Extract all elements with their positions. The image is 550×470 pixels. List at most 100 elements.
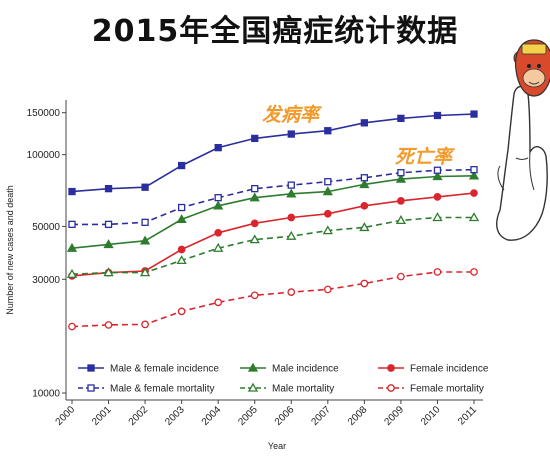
data-point: [176, 255, 187, 265]
data-point: [360, 174, 369, 182]
series-1: [66, 170, 480, 252]
page-title: 2015年全国癌症统计数据: [91, 14, 459, 49]
data-point: [359, 222, 370, 232]
legend-swatch-marker: [87, 364, 95, 372]
y-tick-label: 150000: [27, 108, 61, 119]
data-point: [177, 203, 186, 212]
data-point: [360, 201, 369, 210]
data-point: [470, 268, 478, 276]
data-point: [395, 215, 407, 225]
data-point: [141, 218, 149, 226]
data-point: [287, 213, 296, 222]
data-point: [66, 242, 78, 252]
x-tick-label: 2004: [200, 404, 224, 428]
data-point: [177, 307, 186, 316]
data-point: [359, 179, 370, 189]
y-tick-label: 30000: [32, 275, 60, 286]
data-point: [287, 130, 295, 138]
y-tick-label: 50000: [32, 222, 60, 233]
series-line: [71, 192, 475, 277]
data-point: [139, 235, 151, 245]
data-point: [250, 219, 259, 228]
data-point: [324, 127, 332, 135]
data-point: [177, 245, 186, 254]
x-tick-label: 2008: [346, 404, 370, 428]
data-point: [322, 186, 333, 196]
data-point: [286, 188, 297, 198]
annotation-incidence: 发病率: [262, 104, 322, 126]
data-point: [470, 110, 478, 118]
data-point: [141, 320, 149, 329]
series-4: [66, 212, 480, 278]
series-line: [71, 216, 474, 275]
legend-item: Female mortality: [378, 384, 484, 395]
data-point: [176, 214, 187, 224]
x-tick-label: 2001: [90, 404, 114, 428]
data-point: [323, 285, 332, 294]
x-tick-label: 2010: [419, 404, 443, 428]
data-point: [213, 242, 224, 252]
legend-label: Female incidence: [410, 364, 489, 375]
x-tick-label: 2000: [54, 404, 78, 428]
legend-item: Female incidence: [378, 364, 489, 375]
chart-axes: Year Number of new cases and death: [5, 100, 483, 451]
legend-swatch-marker: [387, 384, 395, 392]
legend-swatch-marker: [387, 364, 395, 372]
y-tick-label: 10000: [32, 389, 60, 400]
data-point: [103, 267, 114, 277]
data-point: [433, 268, 442, 276]
data-point: [103, 239, 114, 249]
data-point: [214, 143, 222, 152]
data-point: [249, 234, 260, 244]
data-point: [433, 166, 442, 174]
series-line: [72, 168, 475, 226]
x-tick-label: 2003: [163, 404, 187, 428]
chart-series: [66, 110, 480, 331]
x-tick-label: 2006: [273, 404, 297, 428]
legend-label: Female mortality: [410, 384, 484, 395]
series-0: [68, 110, 478, 196]
data-point: [397, 272, 405, 281]
series-3: [68, 166, 478, 229]
monkey-finger-puppet-illustration: [496, 39, 550, 241]
data-point: [432, 171, 443, 181]
chart-legend: Male & female incidence Male incidence Fem…: [78, 362, 489, 395]
data-point: [397, 196, 405, 205]
data-point: [104, 321, 113, 329]
legend-item: Male & female incidence: [78, 364, 219, 375]
series-line: [71, 175, 475, 249]
data-point: [433, 193, 442, 201]
legend-label: Male & female incidence: [110, 364, 219, 375]
legend-swatch-marker: [247, 382, 259, 392]
data-point: [468, 170, 480, 180]
data-point: [287, 288, 296, 296]
data-point: [470, 189, 478, 197]
data-point: [470, 166, 478, 174]
y-axis-title: Number of new cases and death: [5, 185, 15, 315]
legend-label: Male incidence: [272, 364, 339, 375]
data-point: [250, 291, 259, 300]
data-point: [141, 183, 149, 191]
data-point: [251, 134, 259, 143]
data-point: [66, 268, 78, 278]
data-point: [397, 114, 405, 123]
x-tick-label: 2002: [127, 404, 151, 428]
legend-item: Male & female mortality: [78, 384, 214, 395]
x-tick-label: 2011: [456, 404, 479, 427]
data-point: [324, 178, 332, 186]
x-tick-label: 2005: [236, 404, 260, 428]
legend-swatch-marker: [247, 362, 259, 372]
legend-label: Male mortality: [272, 384, 334, 395]
x-axis-title: Year: [268, 441, 286, 451]
legend-item: Male incidence: [240, 362, 339, 375]
legend-swatch-marker: [87, 384, 95, 392]
data-point: [68, 220, 76, 229]
data-point: [251, 185, 259, 193]
data-point: [287, 181, 295, 189]
data-point: [397, 169, 405, 177]
x-tick-label: 2009: [383, 404, 407, 428]
series-5: [68, 268, 478, 331]
data-point: [68, 322, 76, 331]
data-point: [214, 298, 223, 307]
